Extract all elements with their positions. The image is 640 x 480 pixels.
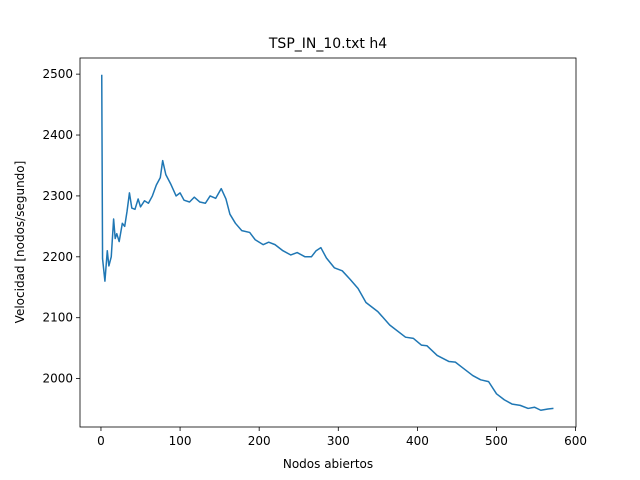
x-axis-label: Nodos abiertos xyxy=(283,457,373,471)
x-tick-label: 500 xyxy=(485,434,508,448)
y-tick-label: 2000 xyxy=(42,372,73,386)
x-tick-label: 600 xyxy=(564,434,587,448)
y-axis-label: Velocidad [nodos/segundo] xyxy=(13,161,27,324)
chart-title: TSP_IN_10.txt h4 xyxy=(268,36,387,52)
x-tick-label: 0 xyxy=(97,434,105,448)
y-tick-label: 2400 xyxy=(42,128,73,142)
y-tick-label: 2500 xyxy=(42,67,73,81)
y-tick-label: 2200 xyxy=(42,250,73,264)
x-tick-label: 300 xyxy=(327,434,350,448)
x-tick-label: 200 xyxy=(248,434,271,448)
x-tick-label: 100 xyxy=(169,434,192,448)
y-tick-label: 2300 xyxy=(42,189,73,203)
x-tick-label: 400 xyxy=(406,434,429,448)
data-line xyxy=(101,74,554,411)
y-tick-label: 2100 xyxy=(42,311,73,325)
axes-frame xyxy=(79,57,577,428)
